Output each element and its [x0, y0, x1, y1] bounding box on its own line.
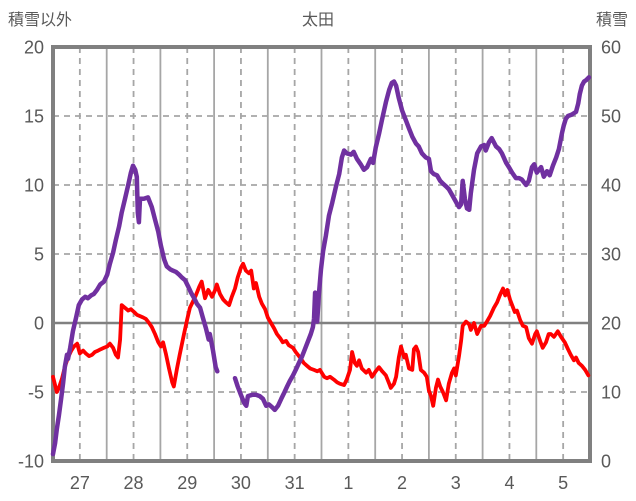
left-tick-label: -10	[18, 451, 44, 471]
right-axis-ticks: 60 50 40 30 20 10 0	[601, 37, 621, 471]
right-tick-label: 50	[601, 106, 621, 126]
x-tick-label: 29	[177, 473, 197, 493]
x-tick-label: 4	[504, 473, 514, 493]
right-tick-label: 40	[601, 175, 621, 195]
right-tick-label: 20	[601, 313, 621, 333]
chart-title: 太田	[301, 12, 334, 29]
x-tick-label: 30	[231, 473, 251, 493]
chart-line-non-snow-left-axis	[51, 261, 591, 408]
x-tick-label: 1	[343, 473, 353, 493]
x-tick-label: 2	[397, 473, 407, 493]
x-axis-ticks: 27 28 29 30 31 1 2 3 4 5	[70, 473, 568, 493]
x-tick-label: 31	[285, 473, 305, 493]
left-tick-label: 10	[24, 175, 44, 195]
left-tick-label: 20	[24, 37, 44, 57]
right-axis-label: 積雪	[595, 12, 628, 29]
left-tick-label: 15	[24, 106, 44, 126]
left-axis-ticks: 20 15 10 5 0 -5 -10	[18, 37, 44, 471]
x-tick-label: 28	[124, 473, 144, 493]
right-tick-label: 30	[601, 244, 621, 264]
left-axis-label: 積雪以外	[8, 12, 73, 29]
x-tick-label: 27	[70, 473, 90, 493]
plot-border	[51, 45, 592, 463]
left-tick-label: 0	[34, 313, 44, 333]
x-tick-label: 3	[451, 473, 461, 493]
right-tick-label: 0	[601, 451, 611, 471]
left-tick-label: 5	[34, 244, 44, 264]
right-tick-label: 10	[601, 382, 621, 402]
right-tick-label: 60	[601, 37, 621, 57]
x-tick-label: 5	[558, 473, 568, 493]
chart-line-snow-depth-right-axis	[50, 75, 592, 457]
gridlines	[51, 45, 592, 463]
left-tick-label: -5	[28, 382, 44, 402]
